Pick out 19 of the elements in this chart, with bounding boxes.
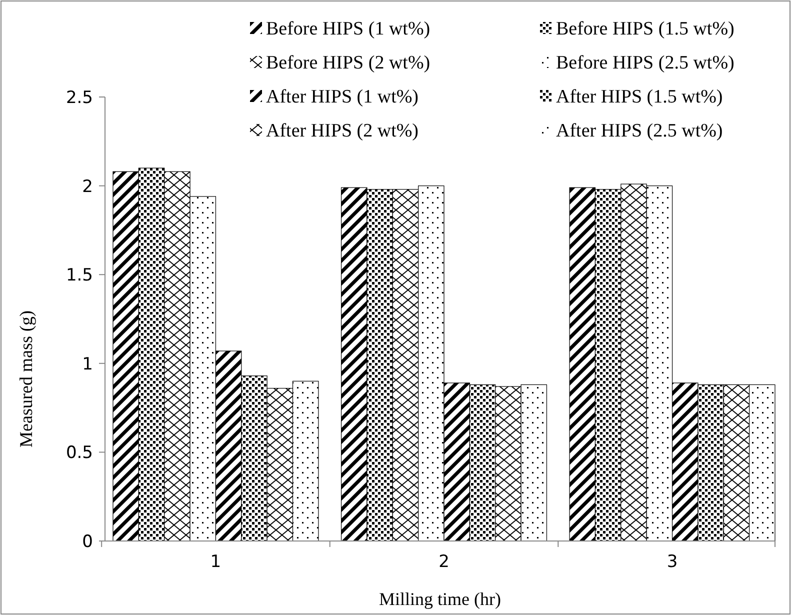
- legend-label: Before HIPS (2 wt%): [266, 52, 430, 74]
- y-axis-title: Measured mass (g): [16, 310, 36, 448]
- y-tick-label: 0: [82, 532, 93, 552]
- legend-label: Before HIPS (2.5 wt%): [556, 52, 734, 74]
- legend-label: After HIPS (1 wt%): [266, 86, 419, 108]
- legend-label: After HIPS (2.5 wt%): [556, 120, 723, 142]
- x-tick-label: 2: [438, 552, 450, 572]
- y-tick-label: 0.5: [66, 443, 93, 464]
- y-tick-label: 2: [82, 176, 93, 197]
- y-tick-label: 1.5: [66, 266, 93, 286]
- x-tick-label: 1: [210, 552, 222, 572]
- legend-label: After HIPS (2 wt%): [266, 120, 419, 142]
- y-tick-label: 1: [82, 354, 93, 374]
- y-tick-label: 2.5: [66, 88, 93, 108]
- legend-label: Before HIPS (1 wt%): [266, 18, 430, 40]
- x-tick-label: 3: [666, 552, 678, 572]
- legend-label: Before HIPS (1.5 wt%): [556, 18, 734, 40]
- x-axis-title: Milling time (hr): [379, 589, 501, 609]
- legend-label: After HIPS (1.5 wt%): [556, 86, 723, 108]
